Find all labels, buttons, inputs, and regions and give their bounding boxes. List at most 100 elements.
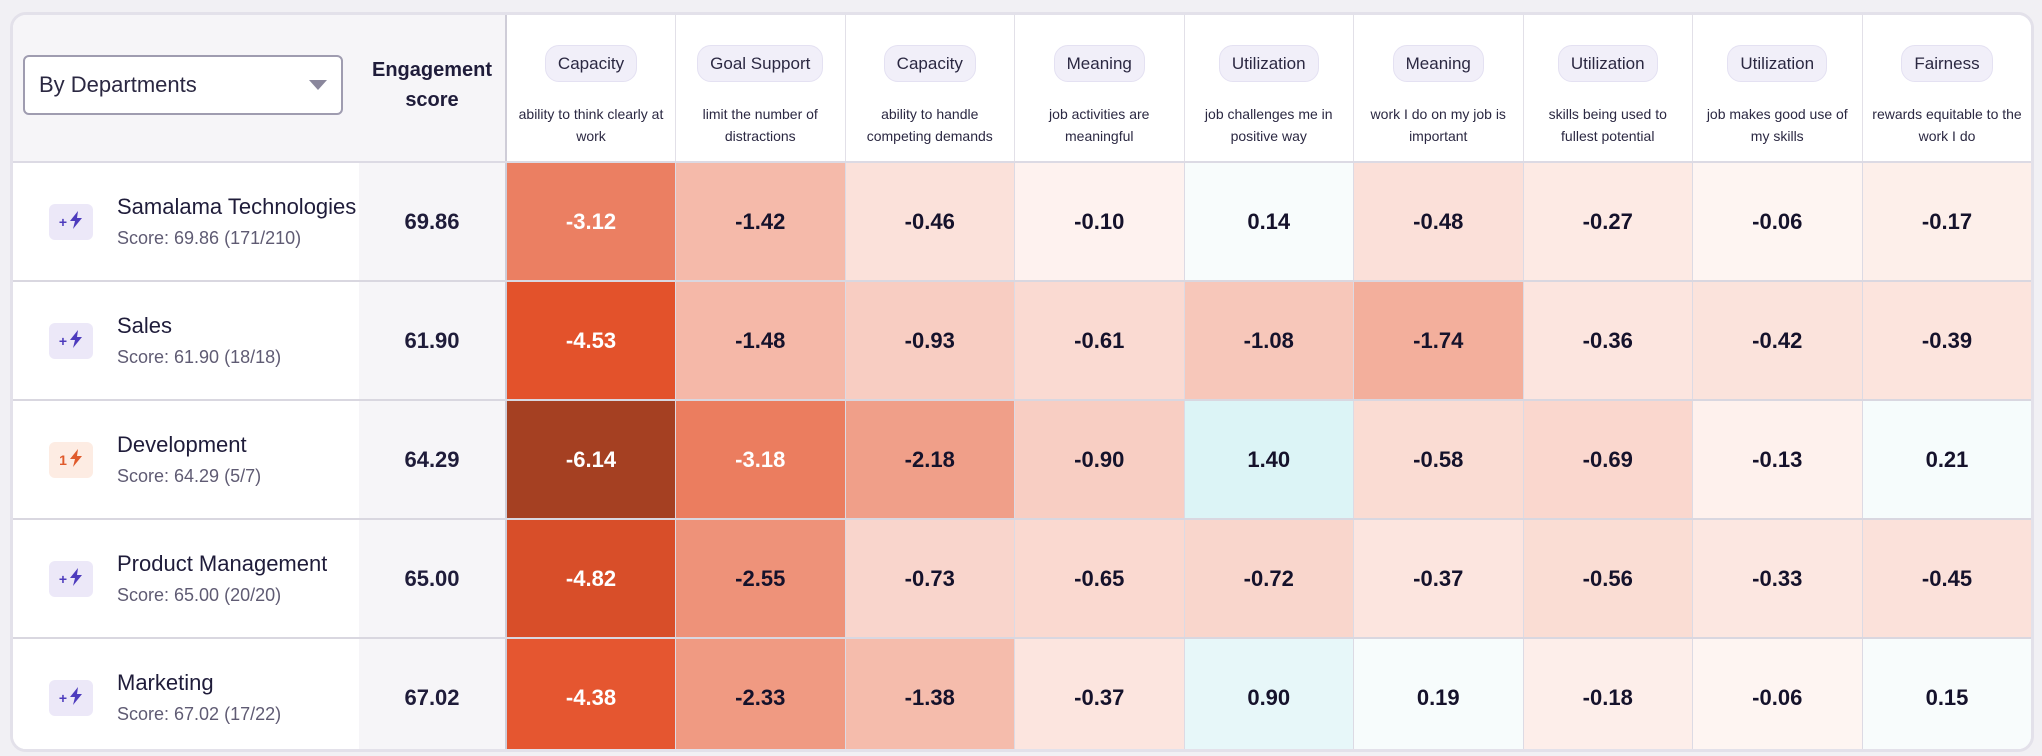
heatmap-cell[interactable]: -0.13 xyxy=(1692,400,1862,520)
group-by-selected: By Departments xyxy=(39,72,197,97)
heatmap-cell[interactable]: -0.39 xyxy=(1861,281,2031,401)
heatmap-cell[interactable]: -0.17 xyxy=(1861,162,2031,282)
rank-badge: + xyxy=(49,679,93,716)
table-row[interactable]: + Marketing Score: 67.02 (17/22) 67.02 -4.38… xyxy=(13,638,2031,749)
heatmap-cell[interactable]: -3.12 xyxy=(505,162,676,282)
heatmap-cell[interactable]: -4.53 xyxy=(505,281,676,401)
heatmap-cell[interactable]: -0.46 xyxy=(844,162,1015,282)
group-name-cell[interactable]: 1 Development Score: 64.29 (5/7) xyxy=(13,400,359,520)
heatmap-cell[interactable]: 0.21 xyxy=(1861,400,2031,520)
chevron-down-icon xyxy=(309,80,327,90)
engagement-score-header[interactable]: Engagement score xyxy=(359,15,507,163)
heatmap-cell[interactable]: -0.48 xyxy=(1353,162,1523,282)
bolt-icon xyxy=(67,449,83,470)
question-header-2[interactable]: Goal Support limit the number of distract… xyxy=(675,15,845,163)
group-name: Samalama Technologies xyxy=(117,194,357,219)
table-row[interactable]: + Sales Score: 61.90 (18/18) 61.90 -4.53 -1.4… xyxy=(13,281,2031,401)
heatmap-cell[interactable]: -0.06 xyxy=(1692,638,1862,749)
category-pill: Capacity xyxy=(544,44,638,82)
category-pill: Fairness xyxy=(1901,44,1993,82)
heatmap-cell[interactable]: -3.18 xyxy=(675,400,845,520)
heatmap-cell[interactable]: -0.93 xyxy=(844,281,1015,401)
group-score-line: Score: 67.02 (17/22) xyxy=(117,704,282,724)
heatmap-cell[interactable]: -0.58 xyxy=(1353,400,1523,520)
heatmap-cell[interactable]: -0.45 xyxy=(1861,519,2031,639)
bolt-icon xyxy=(67,330,83,351)
heatmap-cell[interactable]: -4.82 xyxy=(505,519,676,639)
heatmap-cell[interactable]: -0.61 xyxy=(1014,281,1184,401)
rank-badge-label: + xyxy=(58,332,68,349)
group-score-line: Score: 65.00 (20/20) xyxy=(117,585,282,605)
question-header-1[interactable]: Capacity ability to think clearly at work xyxy=(505,15,676,163)
heatmap-cell[interactable]: -0.33 xyxy=(1692,519,1862,639)
heatmap-cell[interactable]: -1.08 xyxy=(1183,281,1354,401)
group-name: Sales xyxy=(117,313,173,338)
heatmap-cell[interactable]: -1.48 xyxy=(675,281,845,401)
heatmap-cell[interactable]: -0.06 xyxy=(1692,162,1862,282)
heatmap-cell[interactable]: -0.10 xyxy=(1014,162,1184,282)
engagement-score-cell: 64.29 xyxy=(359,400,507,520)
rank-badge: + xyxy=(49,322,93,359)
heatmap-cell[interactable]: 0.14 xyxy=(1183,162,1354,282)
grouping-header: By Departments xyxy=(13,15,359,163)
question-header-7[interactable]: Utilization skills being used to fullest … xyxy=(1522,15,1693,163)
heatmap-cell[interactable]: -0.69 xyxy=(1522,400,1693,520)
category-pill: Meaning xyxy=(1053,44,1145,82)
heatmap-cell[interactable]: -0.18 xyxy=(1522,638,1693,749)
heatmap-cell[interactable]: -0.65 xyxy=(1014,519,1184,639)
header-row: By Departments Engagement score Capacity… xyxy=(13,15,2031,163)
group-name-cell[interactable]: + Samalama Technologies Score: 69.86 (171/… xyxy=(13,162,359,282)
rank-badge-label: + xyxy=(58,689,68,706)
question-header-4[interactable]: Meaning job activities are meaningful xyxy=(1014,15,1184,163)
group-name: Product Management xyxy=(117,551,328,576)
table-row[interactable]: + Product Management Score: 65.00 (20/20) 6… xyxy=(13,519,2031,639)
heatmap-cell[interactable]: -0.27 xyxy=(1522,162,1693,282)
heatmap-cell[interactable]: -0.72 xyxy=(1183,519,1354,639)
heatmap-cell[interactable]: -6.14 xyxy=(505,400,676,520)
heatmap-cell[interactable]: -2.33 xyxy=(675,638,845,749)
question-description: job activities are meaningful xyxy=(1049,106,1150,144)
question-header-3[interactable]: Capacity ability to handle competing dema… xyxy=(844,15,1015,163)
category-pill: Goal Support xyxy=(697,44,824,82)
heatmap-cell[interactable]: 0.15 xyxy=(1861,638,2031,749)
rank-badge-label: + xyxy=(58,570,68,587)
heatmap-cell[interactable]: -0.90 xyxy=(1014,400,1184,520)
group-by-dropdown[interactable]: By Departments xyxy=(23,55,343,115)
question-header-9[interactable]: Fairness rewards equitable to the work I … xyxy=(1861,15,2031,163)
heatmap-cell[interactable]: -0.37 xyxy=(1014,638,1184,749)
table-row[interactable]: 1 Development Score: 64.29 (5/7) 64.29 -6.14… xyxy=(13,400,2031,520)
heatmap-cell[interactable]: 1.40 xyxy=(1183,400,1354,520)
rank-badge: + xyxy=(49,203,93,240)
heatmap-cell[interactable]: -1.74 xyxy=(1353,281,1523,401)
heatmap-cell[interactable]: -0.73 xyxy=(844,519,1015,639)
heatmap-cell[interactable]: -1.38 xyxy=(844,638,1015,749)
question-description: ability to think clearly at work xyxy=(518,106,664,144)
question-description: work I do on my job is important xyxy=(1370,106,1506,144)
heatmap-cell[interactable]: -0.36 xyxy=(1522,281,1693,401)
heatmap-cell[interactable]: -0.42 xyxy=(1692,281,1862,401)
question-description: rewards equitable to the work I do xyxy=(1872,106,2022,144)
heatmap-cell[interactable]: -2.18 xyxy=(844,400,1015,520)
question-header-5[interactable]: Utilization job challenges me in positive… xyxy=(1183,15,1354,163)
engagement-score-cell: 61.90 xyxy=(359,281,507,401)
category-pill: Capacity xyxy=(883,44,976,82)
heatmap-body: + Samalama Technologies Score: 69.86 (171/… xyxy=(13,162,2031,749)
table-row[interactable]: + Samalama Technologies Score: 69.86 (171/… xyxy=(13,162,2031,282)
question-header-6[interactable]: Meaning work I do on my job is important xyxy=(1353,15,1523,163)
group-name: Development xyxy=(117,432,247,457)
category-pill: Utilization xyxy=(1218,44,1319,82)
heatmap-cell[interactable]: -0.56 xyxy=(1522,519,1693,639)
engagement-heatmap-card: By Departments Engagement score Capacity… xyxy=(10,12,2034,752)
group-name-cell[interactable]: + Product Management Score: 65.00 (20/20) xyxy=(13,519,359,639)
heatmap-cell[interactable]: -0.37 xyxy=(1353,519,1523,639)
group-name-cell[interactable]: + Sales Score: 61.90 (18/18) xyxy=(13,281,359,401)
group-name-cell[interactable]: + Marketing Score: 67.02 (17/22) xyxy=(13,638,359,749)
question-description: job makes good use of my skills xyxy=(1706,106,1848,144)
heatmap-cell[interactable]: 0.19 xyxy=(1353,638,1523,749)
heatmap-cell[interactable]: -4.38 xyxy=(505,638,676,749)
heatmap-cell[interactable]: -2.55 xyxy=(675,519,845,639)
group-name: Marketing xyxy=(117,670,214,695)
heatmap-cell[interactable]: -1.42 xyxy=(675,162,845,282)
question-header-8[interactable]: Utilization job makes good use of my skil… xyxy=(1692,15,1862,163)
heatmap-cell[interactable]: 0.90 xyxy=(1183,638,1354,749)
